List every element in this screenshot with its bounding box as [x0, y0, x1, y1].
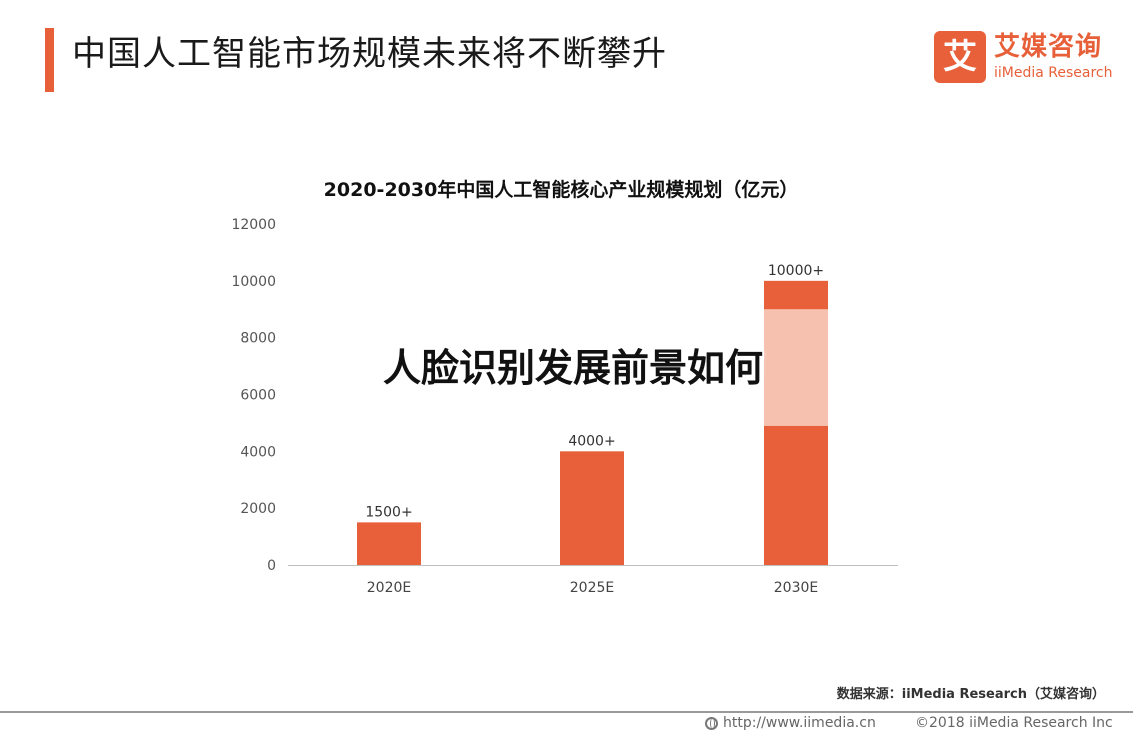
- y-tick-label-6: 12000: [231, 217, 276, 233]
- logo-name-cn: 艾媒咨询: [994, 32, 1103, 62]
- footer-divider: [0, 711, 1133, 713]
- brand-logo: 艾 艾媒咨询 iiMedia Research: [934, 31, 1124, 85]
- chart-title: 2020-2030年中国人工智能核心产业规模规划（亿元）: [324, 178, 799, 201]
- source-note: 数据来源：iiMedia Research（艾媒咨询）: [836, 687, 1105, 702]
- bar-2030E-segment-0: [764, 425, 828, 565]
- data-label-2030E: 10000+: [768, 263, 824, 279]
- overlay-headline: 人脸识别发展前景如何: [383, 346, 764, 390]
- y-tick-label-4: 8000: [240, 331, 276, 347]
- x-tick-label-2030E: 2030E: [774, 580, 818, 596]
- y-tick-label-2: 4000: [240, 444, 276, 460]
- bar-2025E-segment-0: [560, 451, 624, 565]
- y-tick-label-5: 10000: [231, 274, 276, 290]
- footer-copyright: ©2018 iiMedia Research Inc: [915, 715, 1113, 731]
- logo-name-en: iiMedia Research: [994, 65, 1113, 81]
- bar-2020E-segment-0: [357, 522, 421, 565]
- globe-icon: [705, 717, 718, 730]
- y-tick-label-3: 6000: [240, 388, 276, 404]
- logo-mark-icon: 艾: [934, 31, 986, 83]
- bar-chart: 2020-2030年中国人工智能核心产业规模规划（亿元） 0 2000 4000 600…: [231, 178, 898, 596]
- x-tick-label-2020E: 2020E: [367, 580, 411, 596]
- footer-website-link[interactable]: http://www.iimedia.cn: [705, 713, 876, 733]
- y-tick-label-1: 2000: [240, 501, 276, 517]
- data-label-2020E: 1500+: [365, 504, 412, 520]
- y-tick-label-0: 0: [267, 558, 276, 574]
- bar-2030E-segment-1: [764, 309, 828, 426]
- footer-url: http://www.iimedia.cn: [723, 715, 876, 731]
- data-label-2025E: 4000+: [568, 433, 615, 449]
- title-accent-bar: [45, 28, 54, 92]
- bar-2030E-segment-2: [764, 280, 828, 310]
- page-title: 中国人工智能市场规模未来将不断攀升: [72, 34, 667, 74]
- x-tick-label-2025E: 2025E: [570, 580, 614, 596]
